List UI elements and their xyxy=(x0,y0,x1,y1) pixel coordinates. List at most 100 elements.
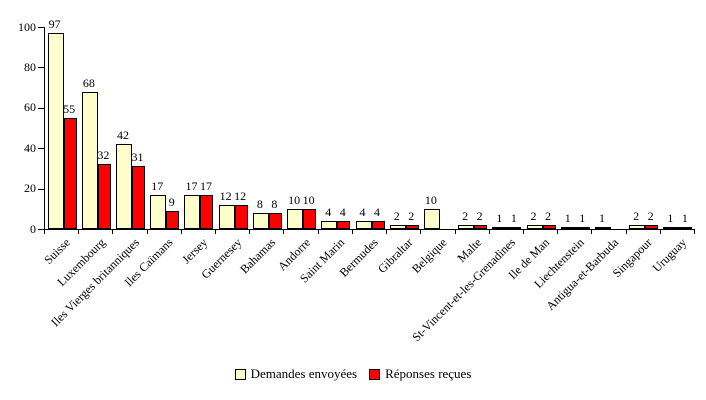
y-tick-label: 60 xyxy=(24,100,36,115)
value-label: 1 xyxy=(510,211,517,225)
bar-demandes-envoyees xyxy=(663,227,680,229)
value-label: 55 xyxy=(63,102,76,116)
category-label: Uruguay xyxy=(649,235,690,275)
bar-reponses-recues xyxy=(234,205,248,229)
x-tick-mark xyxy=(488,230,490,234)
bar-demandes-envoyees xyxy=(218,205,235,229)
y-tick-label: 100 xyxy=(18,19,36,34)
value-label: 12 xyxy=(234,189,247,203)
x-tick-mark xyxy=(351,230,353,234)
plot-area xyxy=(44,27,695,230)
value-label: 10 xyxy=(302,193,315,207)
value-label: 2 xyxy=(545,209,552,223)
legend: Demandes envoyées Réponses reçues xyxy=(0,366,706,382)
legend-swatch-demandes-envoyees xyxy=(234,368,246,380)
value-label: 1 xyxy=(667,211,674,225)
bar-reponses-recues xyxy=(679,227,693,229)
bar-demandes-envoyees xyxy=(560,227,577,229)
value-label: 4 xyxy=(359,205,366,219)
x-tick-mark xyxy=(591,230,593,234)
category-label: Suisse xyxy=(41,235,74,267)
x-tick-mark xyxy=(694,230,695,234)
category-label: Belgique xyxy=(409,235,450,276)
bar-reponses-recues xyxy=(166,211,180,229)
bar-demandes-envoyees xyxy=(629,225,646,229)
bar-demandes-envoyees xyxy=(287,209,304,229)
y-tick-mark xyxy=(38,27,44,28)
value-label: 1 xyxy=(564,211,571,225)
value-label: 1 xyxy=(598,211,605,225)
value-label: 2 xyxy=(530,209,537,223)
value-label: 2 xyxy=(647,209,654,223)
bar-demandes-envoyees xyxy=(594,227,611,229)
value-label: 2 xyxy=(393,209,400,223)
category-label: Gibraltar xyxy=(374,235,416,276)
bar-demandes-envoyees xyxy=(150,195,167,229)
x-tick-mark xyxy=(659,230,661,234)
value-label: 1 xyxy=(681,211,688,225)
value-label: 32 xyxy=(97,148,110,162)
bar-reponses-recues xyxy=(542,225,556,229)
legend-swatch-reponses-recues xyxy=(369,368,381,380)
y-tick-mark xyxy=(38,148,44,150)
x-tick-mark xyxy=(146,230,148,234)
bar-reponses-recues xyxy=(200,195,214,229)
x-tick-mark xyxy=(317,230,319,234)
value-label: 12 xyxy=(219,189,232,203)
bar-reponses-recues xyxy=(576,227,590,229)
value-label: 97 xyxy=(48,17,61,31)
x-tick-mark xyxy=(249,230,251,234)
category-label: Bahamas xyxy=(237,235,279,277)
value-label: 8 xyxy=(271,197,278,211)
value-label: 4 xyxy=(325,205,332,219)
bar-demandes-envoyees xyxy=(355,221,372,229)
legend-item-reponses: Réponses reçues xyxy=(369,366,471,382)
x-tick-mark xyxy=(420,230,422,234)
y-tick-label: 20 xyxy=(24,181,36,196)
bar-demandes-envoyees xyxy=(81,92,98,229)
bar-reponses-recues xyxy=(97,164,111,229)
x-tick-mark xyxy=(557,230,559,234)
value-label: 1 xyxy=(579,211,586,225)
value-label: 4 xyxy=(339,205,346,219)
value-label: 42 xyxy=(117,128,130,142)
value-label: 17 xyxy=(185,179,198,193)
value-label: 31 xyxy=(131,150,144,164)
y-tick-mark xyxy=(38,67,44,69)
bar-demandes-envoyees xyxy=(116,144,133,229)
bar-demandes-envoyees xyxy=(492,227,509,229)
category-label: Malte xyxy=(454,235,484,265)
bar-reponses-recues xyxy=(337,221,351,229)
bar-demandes-envoyees xyxy=(321,221,338,229)
bar-reponses-recues xyxy=(405,225,419,229)
bar-reponses-recues xyxy=(474,225,488,229)
bar-demandes-envoyees xyxy=(252,213,269,229)
x-tick-mark xyxy=(386,230,388,234)
legend-label-demandes-envoyees: Demandes envoyées xyxy=(250,366,358,381)
x-tick-mark xyxy=(283,230,285,234)
bar-reponses-recues xyxy=(63,118,77,229)
value-label: 68 xyxy=(82,76,95,90)
value-label: 1 xyxy=(496,211,503,225)
bar-demandes-envoyees xyxy=(526,225,543,229)
value-label: 2 xyxy=(462,209,469,223)
y-tick-mark xyxy=(38,229,44,230)
bar-reponses-recues xyxy=(132,166,146,229)
value-label: 2 xyxy=(633,209,640,223)
x-tick-mark xyxy=(44,230,45,234)
bar-reponses-recues xyxy=(268,213,282,229)
value-label: 10 xyxy=(288,193,301,207)
bar-demandes-envoyees xyxy=(423,209,440,229)
value-label: 4 xyxy=(374,205,380,219)
category-label: Jersey xyxy=(179,235,211,267)
x-tick-mark xyxy=(215,230,217,234)
bar-demandes-envoyees xyxy=(47,33,64,229)
bar-demandes-envoyees xyxy=(389,225,406,229)
x-tick-mark xyxy=(180,230,182,234)
y-tick-label: 0 xyxy=(30,221,36,236)
x-tick-mark xyxy=(112,230,114,234)
value-label: 17 xyxy=(199,179,212,193)
value-label: 8 xyxy=(256,197,263,211)
legend-item-demandes: Demandes envoyées xyxy=(234,366,358,382)
